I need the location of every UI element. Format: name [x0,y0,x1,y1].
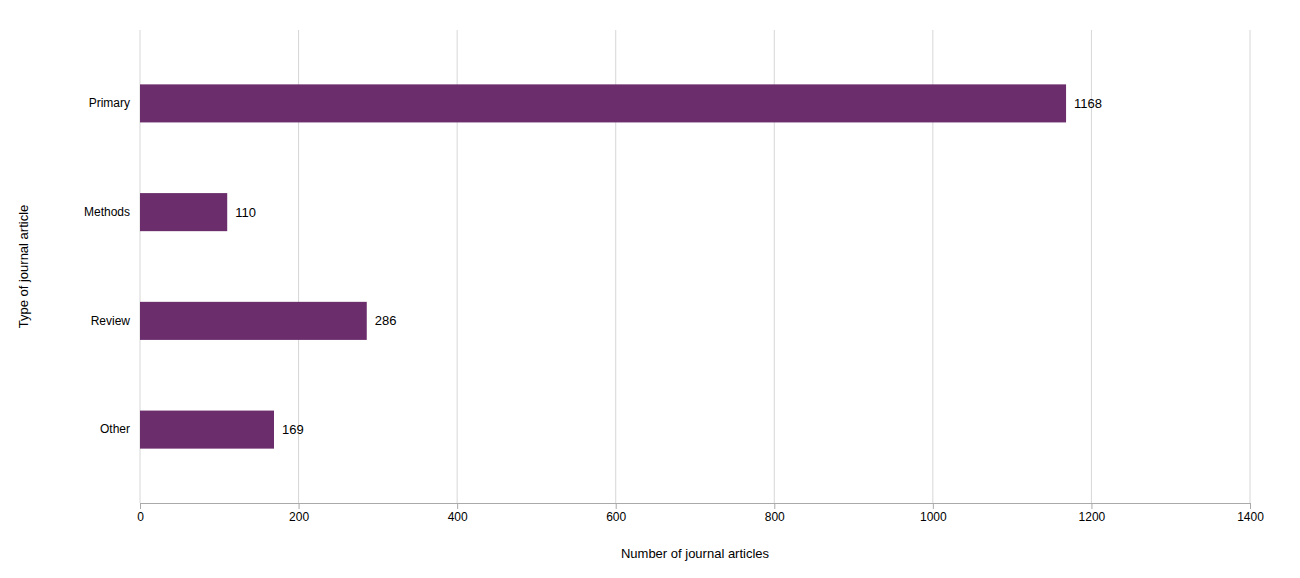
x-tick-mark [933,503,934,509]
y-tick-label: Methods [84,205,130,219]
data-label: 286 [375,313,397,328]
x-tick-label: 200 [289,510,309,524]
x-tick-mark [616,503,617,509]
x-tick: 200 [289,503,309,524]
x-tick-label: 1400 [1237,510,1264,524]
x-tick-mark [140,503,141,509]
y-tick-label: Review [91,314,131,328]
chart-svg: 0 200 400 600 800 1000 1200 1400 Primary Methods R… [0,0,1300,578]
x-axis-title: Number of journal articles [621,546,770,561]
bars [140,84,1066,448]
grid-line [1250,30,1251,503]
x-tick-mark [1250,503,1251,509]
y-tick: Primary [89,96,130,110]
x-tick-label: 1000 [920,510,947,524]
x-axis-line [141,503,1251,504]
plot-area: 0 200 400 600 800 1000 1200 1400 Primary Methods R… [84,30,1264,524]
x-tick-mark [457,503,458,509]
x-tick: 1400 [1237,503,1264,524]
x-tick-label: 0 [137,510,144,524]
bar [140,302,367,340]
grid [140,30,1250,503]
x-tick: 800 [765,503,785,524]
data-labels: 1168 110 286 169 [235,96,1102,437]
y-tick-label: Primary [89,96,130,110]
chart-container: 0 200 400 600 800 1000 1200 1400 Primary Methods R… [0,0,1300,578]
y-axis: Primary Methods Review Other [84,96,130,436]
y-tick: Other [100,422,130,436]
x-tick-mark [774,503,775,509]
x-tick: 0 [137,503,144,524]
x-tick-label: 400 [448,510,468,524]
x-tick: 400 [448,503,468,524]
bar [140,411,274,449]
x-tick: 1200 [1079,503,1106,524]
x-tick-label: 600 [606,510,626,524]
x-tick-mark [299,503,300,509]
x-tick-label: 800 [765,510,785,524]
y-tick: Methods [84,205,130,219]
data-label: 110 [235,205,256,220]
y-tick: Review [91,314,131,328]
x-tick-mark [1091,503,1092,509]
bar [140,193,227,231]
x-tick: 1000 [920,503,947,524]
y-axis-title: Type of journal article [16,205,31,329]
x-tick: 600 [606,503,626,524]
data-label: 1168 [1074,96,1102,111]
y-tick-label: Other [100,422,130,436]
bar [140,84,1066,122]
data-label: 169 [282,422,304,437]
x-axis: 0 200 400 600 800 1000 1200 1400 [137,503,1264,524]
x-tick-label: 1200 [1079,510,1106,524]
